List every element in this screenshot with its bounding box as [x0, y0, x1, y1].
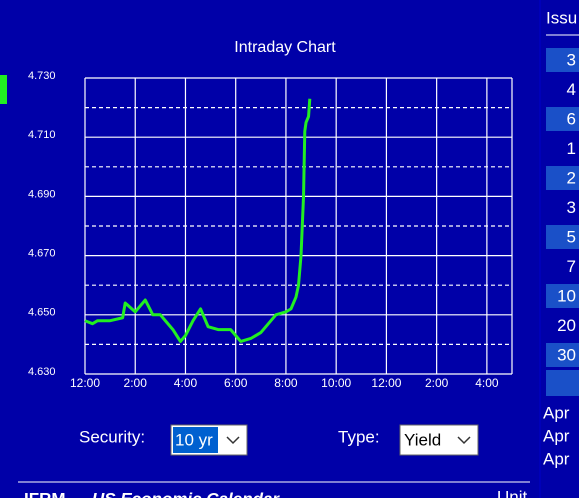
type-select[interactable]: Yield — [399, 424, 479, 456]
panel-item[interactable]: 3 — [567, 198, 576, 217]
x-tick-label: 2:00 — [124, 376, 148, 390]
panel-row — [546, 343, 579, 367]
select-value: 10 yr — [175, 430, 213, 449]
panel-date: Apr — [543, 449, 570, 468]
y-tick-label: 4.630 — [28, 366, 56, 378]
panel-row — [546, 48, 579, 72]
chevron — [226, 436, 240, 445]
panel-item[interactable]: 7 — [567, 257, 576, 276]
plot: 4.630 4.650 4.670 4.690 4.710 4.730 12:00 2:00 4… — [28, 70, 513, 390]
panel-item[interactable]: 20 — [557, 316, 576, 335]
footer-title: US Economic Calendar — [92, 489, 280, 498]
panel-header: Issu — [546, 8, 577, 27]
x-tick-label: 12:00 — [371, 376, 401, 390]
select-clip: 10 yr — [173, 427, 218, 453]
select-value: Yield — [404, 430, 441, 449]
x-tick-label: 2:00 — [425, 376, 449, 390]
y-tick-label: 4.690 — [28, 188, 56, 200]
y-tick-label: 4.710 — [28, 129, 56, 141]
selection-highlight — [173, 427, 218, 453]
x-tick-label: 4:00 — [174, 376, 198, 390]
panel-row — [546, 166, 579, 190]
x-tick-label: 6:00 — [224, 376, 248, 390]
indicator — [0, 75, 7, 104]
footer-left: IFRM — [24, 489, 66, 498]
panel-item[interactable]: 4 — [567, 80, 576, 99]
panel-item[interactable]: 6 — [567, 109, 576, 128]
select-box[interactable] — [399, 424, 479, 456]
panel-row — [546, 370, 579, 396]
x-tick-label: 4:00 — [475, 376, 499, 390]
y-tick-label: 4.730 — [28, 70, 56, 82]
security-select[interactable]: 10 yr — [170, 424, 248, 456]
price-line — [84, 98, 312, 343]
panel-row — [546, 225, 579, 249]
panel-item[interactable]: 2 — [567, 168, 576, 187]
chevron — [457, 436, 471, 445]
panel-item[interactable]: 30 — [557, 345, 576, 364]
x-tick-label: 8:00 — [274, 376, 298, 390]
x-tick-label: 10:00 — [321, 376, 351, 390]
panel-date: Apr — [543, 403, 570, 422]
panel-row — [546, 107, 579, 131]
y-tick-label: 4.650 — [28, 307, 56, 319]
panel-item[interactable]: 10 — [557, 286, 576, 305]
x-tick-label: 12:00 — [70, 376, 100, 390]
panel-date: Apr — [543, 426, 570, 445]
type-label: Type: — [338, 427, 380, 446]
panel-row — [546, 284, 579, 308]
y-tick-label: 4.670 — [28, 248, 56, 260]
panel-item[interactable]: 5 — [567, 227, 576, 246]
panel-item[interactable]: 3 — [567, 50, 576, 69]
security-label: Security: — [79, 427, 145, 446]
chart-title: Intraday Chart — [234, 39, 336, 56]
footer-unit: Unit — [497, 487, 528, 498]
panel-item[interactable]: 1 — [567, 139, 576, 158]
